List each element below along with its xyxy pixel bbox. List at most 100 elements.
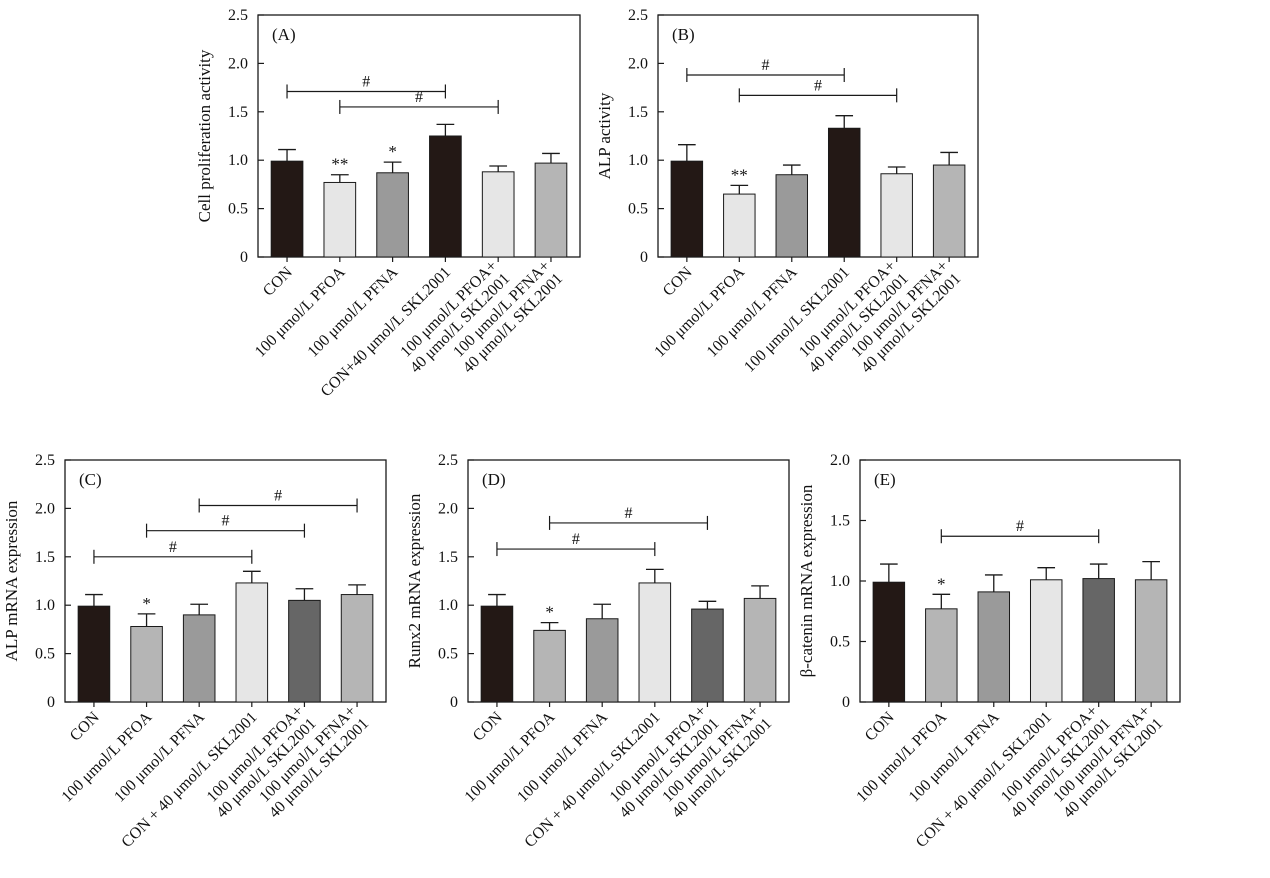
y-tick-label: 1.0 (438, 597, 458, 614)
category-label: 100 μmol/L PFNA (111, 708, 208, 805)
y-tick-label: 2.0 (438, 500, 458, 517)
significance-mark: * (545, 603, 554, 622)
y-tick-label: 0.5 (438, 646, 458, 663)
category-label: 100 μmol/L PFOA (59, 708, 156, 805)
bar (872, 581, 906, 703)
category-label-line: 100 μmol/L PFOA (59, 708, 156, 805)
y-tick-label: 2.5 (628, 7, 648, 24)
y-tick-label: 0 (47, 694, 55, 711)
category-label: 100 μmol/L PFNA (514, 708, 611, 805)
category-label: CON (67, 708, 103, 744)
y-tick-label: 1.5 (35, 549, 55, 566)
bar (270, 160, 304, 258)
y-axis-title: Runx2 mRNA expression (405, 493, 424, 668)
category-label-line: 100 μmol/L PFNA (514, 708, 611, 805)
chart-panel: 0 0.5 1.0 1.5 2.0 2.5 Cell proliferation activ… (195, 7, 581, 400)
y-tick-label: 2.0 (35, 500, 55, 517)
bar (585, 618, 619, 703)
bar (288, 599, 321, 703)
plot-frame (64, 459, 387, 703)
bar (775, 174, 809, 258)
comparison-label: # (415, 89, 423, 106)
bar (534, 162, 568, 258)
comparison-label: # (274, 487, 282, 504)
y-tick-label: 0 (240, 249, 248, 266)
bar (429, 135, 462, 258)
y-tick-label: 0 (450, 694, 458, 711)
category-label-line: 100 μmol/L PFNA (111, 708, 208, 805)
chart-panel: 0 0.5 1.0 1.5 2.0 2.5 ALP activity (B) CON ** 100 … (595, 7, 979, 376)
bar (130, 625, 163, 703)
category-label-line: 100 μmol/L PFNA (704, 263, 801, 360)
comparison-label: # (762, 57, 770, 74)
bar (925, 608, 958, 703)
chart-panel: 0 0.5 1.0 1.5 2.0 β-catenin mRNA expression (E… (797, 452, 1181, 851)
y-tick-label: 1.0 (628, 152, 648, 169)
plot-frame (859, 459, 1181, 703)
panel-label: (C) (79, 470, 102, 489)
bar (182, 614, 216, 703)
bar (723, 193, 756, 258)
bar (323, 181, 357, 258)
y-tick-label: 2.0 (628, 55, 648, 72)
significance-mark: * (142, 594, 151, 613)
y-tick-label: 0.5 (35, 646, 55, 663)
plot-frame (257, 14, 581, 258)
y-axis-title: Cell proliferation activity (195, 49, 214, 222)
category-label-line: CON (67, 708, 103, 744)
bar (743, 597, 777, 703)
category-label-line: 100 μmol/L PFOA (853, 708, 950, 805)
y-axis-title: ALP activity (595, 92, 614, 179)
comparison-label: # (169, 539, 177, 556)
panel-label: (D) (482, 470, 506, 489)
panel-label: (B) (672, 25, 695, 44)
y-tick-label: 2.5 (35, 452, 55, 469)
y-tick-label: 0 (640, 249, 648, 266)
significance-mark: ** (731, 165, 748, 184)
y-tick-label: 2.0 (830, 452, 850, 469)
bar (235, 582, 269, 703)
category-label: 100 μmol/L PFOA (252, 263, 349, 360)
plot-frame (467, 459, 790, 703)
bar (1029, 579, 1063, 703)
bar (376, 172, 409, 258)
category-label-line: CON (862, 708, 898, 744)
y-tick-label: 2.5 (438, 452, 458, 469)
significance-mark: * (388, 142, 397, 161)
bar (480, 605, 514, 703)
bar (827, 127, 861, 258)
category-label-line: 100 μmol/L PFOA (651, 263, 748, 360)
category-label: 100 μmol/L PFOA (462, 708, 559, 805)
category-label-line: 100 μmol/L PFNA (305, 263, 402, 360)
category-label: 100 μmol/L PFOA (651, 263, 748, 360)
panel-label: (A) (272, 25, 296, 44)
category-label-line: CON (470, 708, 506, 744)
panel-label: (E) (874, 470, 896, 489)
category-label-line: 100 μmol/L PFOA (462, 708, 559, 805)
y-tick-label: 1.0 (35, 597, 55, 614)
comparison-label: # (222, 513, 230, 530)
bar (1082, 578, 1115, 703)
bar (880, 173, 913, 258)
y-tick-label: 1.5 (228, 104, 248, 121)
y-tick-label: 1.0 (228, 152, 248, 169)
y-tick-label: 1.0 (830, 573, 850, 590)
category-label-line: 100 μmol/L PFOA (252, 263, 349, 360)
y-tick-label: 2.5 (228, 7, 248, 24)
bar (670, 160, 704, 258)
y-tick-label: 2.0 (228, 55, 248, 72)
comparison-label: # (572, 531, 580, 548)
bar (977, 591, 1011, 703)
chart-panel: 0 0.5 1.0 1.5 2.0 2.5 Runx2 mRNA expression (D)… (405, 452, 790, 851)
y-tick-label: 1.5 (438, 549, 458, 566)
y-tick-label: 0.5 (228, 201, 248, 218)
plot-frame (657, 14, 979, 258)
category-label-line: CON (260, 263, 296, 299)
comparison-label: # (1016, 518, 1024, 535)
bar (340, 594, 374, 703)
category-label: 100 μmol/L PFNA (704, 263, 801, 360)
bar (533, 629, 566, 703)
y-axis-title: ALP mRNA expression (2, 500, 21, 661)
significance-mark: * (937, 574, 946, 593)
